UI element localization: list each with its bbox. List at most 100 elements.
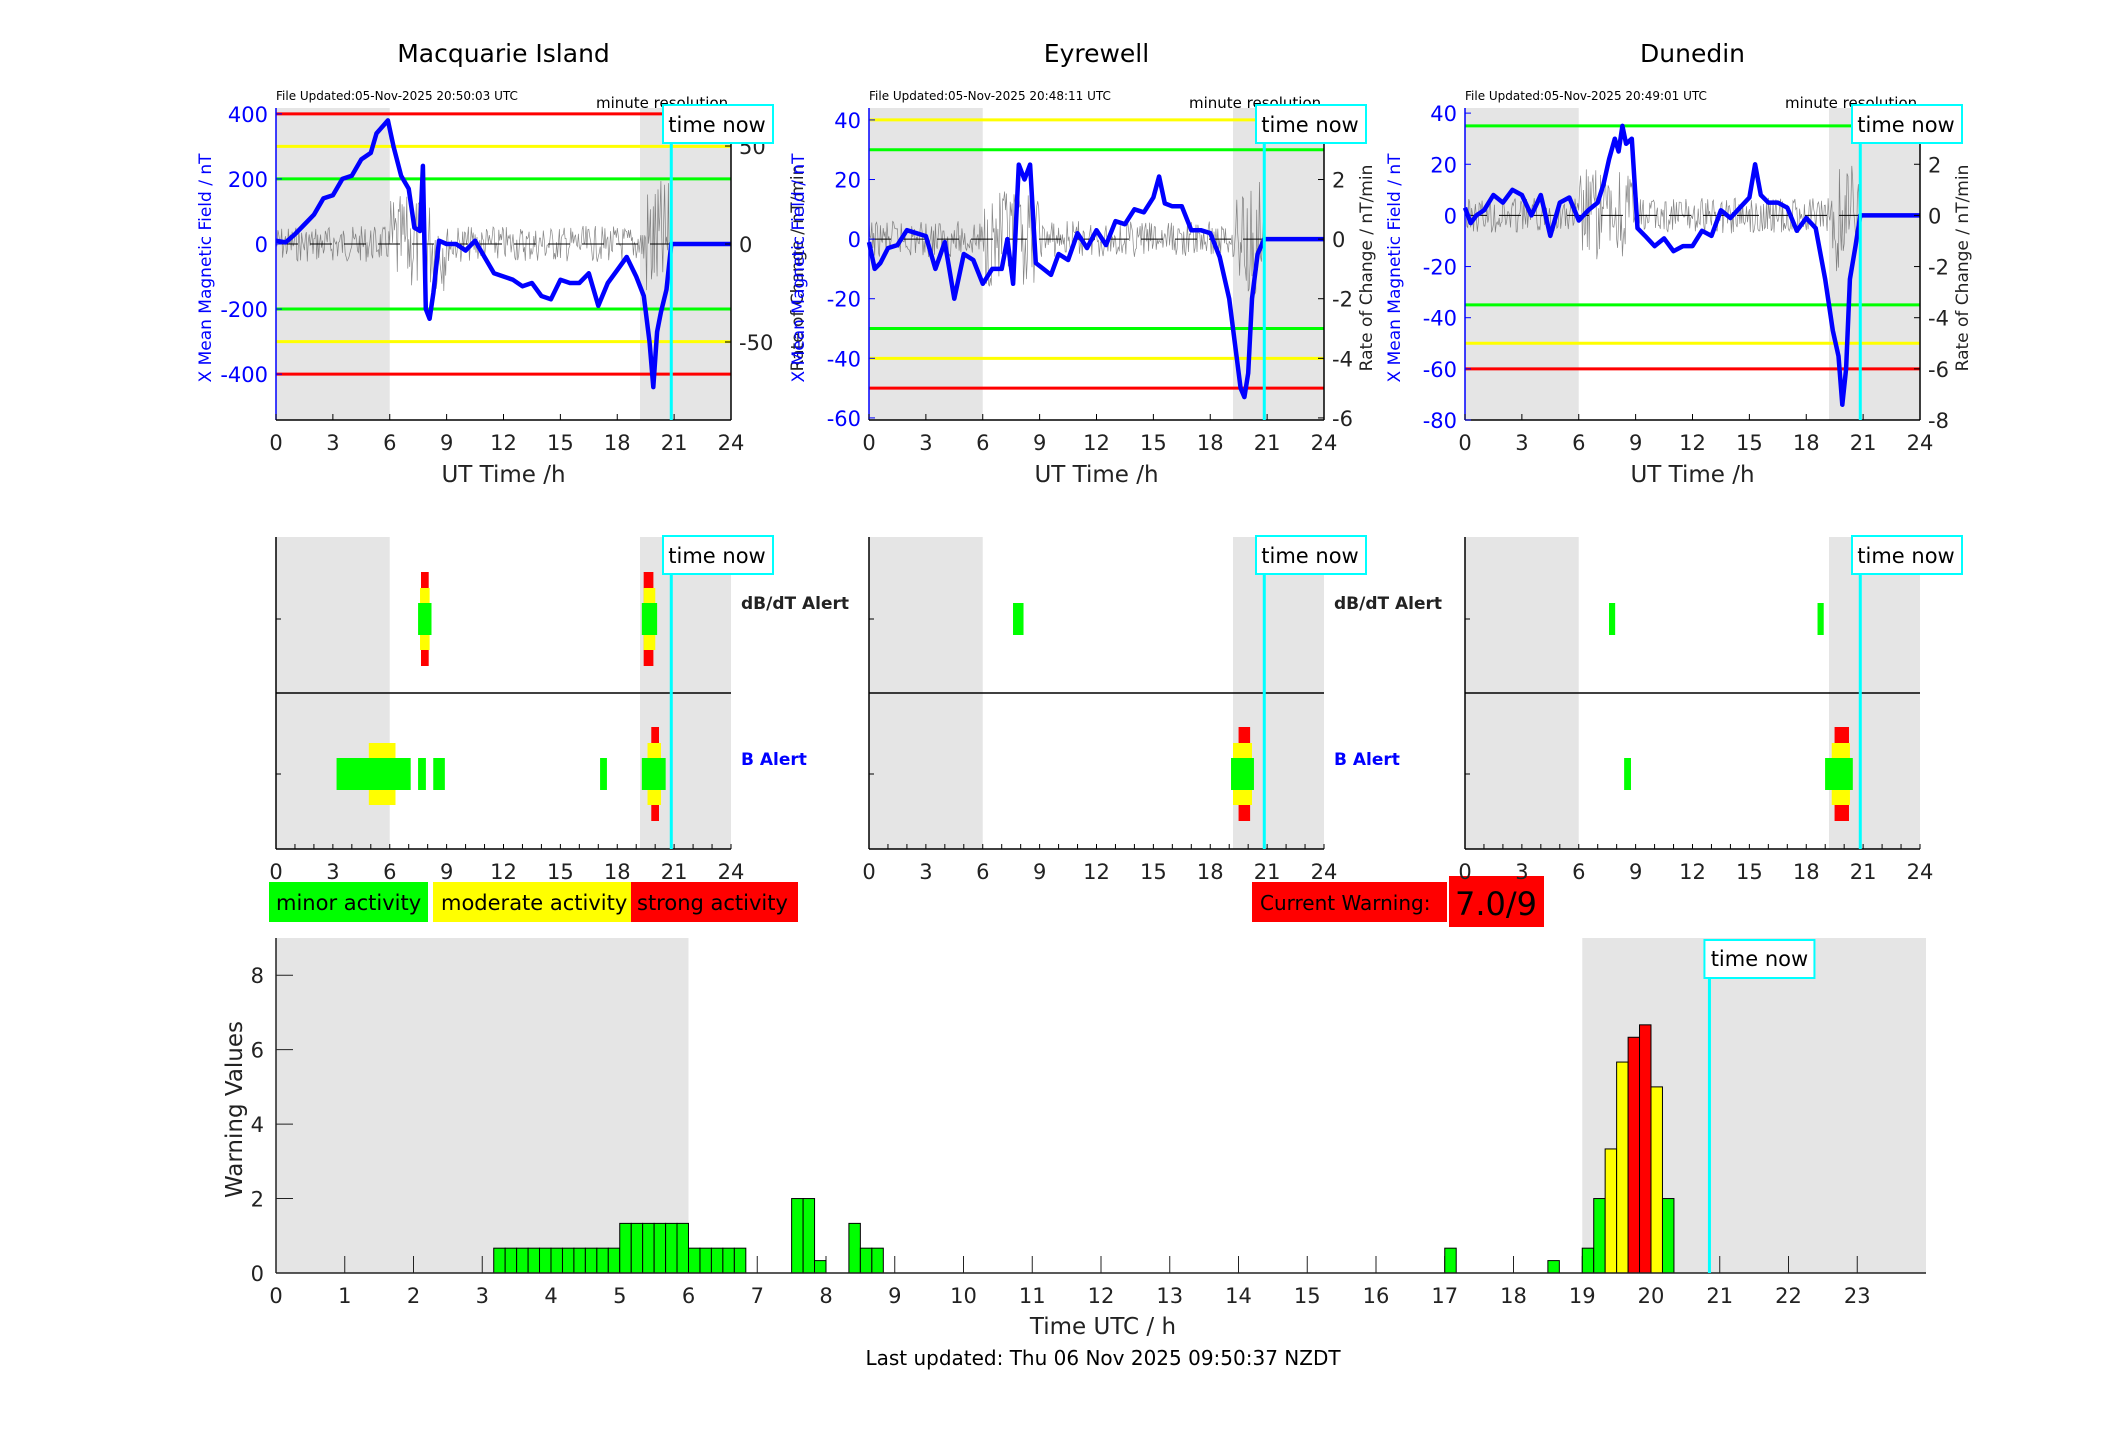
alert-bar-moderate — [1233, 790, 1252, 805]
y-axis-label: X Mean Magnetic Field / nT — [1385, 153, 1405, 383]
dbdt-alert-bar — [418, 603, 432, 635]
y-tick-label: -60 — [827, 407, 861, 431]
warning-bar — [733, 1247, 747, 1274]
x-tick-label: 11 — [1019, 1284, 1046, 1308]
b-alert-bar — [418, 758, 426, 790]
y-axis-label: Warning Values — [222, 1021, 248, 1198]
x-tick-label: 6 — [976, 431, 989, 455]
y-tick-label: 200 — [228, 168, 268, 192]
warning-bar — [802, 1198, 816, 1274]
y-tick-label: 6 — [251, 1039, 264, 1063]
legend-moderate-swatch — [433, 882, 631, 922]
time-now-box — [1703, 939, 1816, 979]
alert-bar-strong — [421, 572, 429, 588]
b-alert-bar — [641, 758, 666, 790]
y-tick-label: 0 — [1444, 204, 1457, 228]
x-tick-label: 7 — [751, 1284, 764, 1308]
night-shading — [276, 938, 689, 1273]
current-warning-label-box — [1252, 882, 1447, 922]
plot-title: Eyrewell — [1044, 39, 1149, 68]
x-tick-label: 14 — [1225, 1284, 1252, 1308]
alert-bar-strong — [421, 650, 429, 666]
x-axis-label: UT Time /h — [441, 462, 565, 488]
b-alert-bar — [1825, 758, 1853, 790]
warning-bar — [699, 1247, 712, 1274]
dbdt-alert-label: dB/dT Alert — [741, 594, 849, 614]
time-now-label: time now — [1857, 113, 1954, 137]
warning-bar — [710, 1247, 724, 1274]
x-tick-label: 9 — [1033, 860, 1046, 884]
magnetic-plot-macquarie-island: Macquarie Island File Updated:05-Nov-2025… — [196, 39, 808, 488]
warning-bar — [1616, 1061, 1629, 1274]
x-tick-label: 0 — [269, 860, 282, 884]
magnetic-field-line — [275, 118, 731, 390]
magnetic-plot-eyrewell: Eyrewell File Updated:05-Nov-2025 20:48:1… — [789, 39, 1377, 488]
file-updated: File Updated:05-Nov-2025 20:48:11 UTC — [869, 89, 1111, 103]
y2-axis-label: Rate of Change / nT/min — [1953, 165, 1973, 372]
time-now-box — [662, 104, 774, 144]
x-tick-label: 22 — [1775, 1284, 1802, 1308]
alert-bar-moderate — [420, 635, 430, 650]
night-shading — [869, 108, 983, 420]
alert-bar-strong — [1834, 727, 1849, 743]
x-tick-label: 0 — [862, 860, 875, 884]
time-now-box — [1851, 535, 1963, 575]
x-tick-label: 18 — [1793, 431, 1820, 455]
night-shading — [1465, 108, 1579, 420]
alert-bar-strong — [643, 650, 654, 666]
b-alert-bar — [1231, 758, 1254, 790]
dbdt-alert-bar — [1013, 603, 1024, 635]
x-tick-label: 17 — [1431, 1284, 1458, 1308]
legend: minor activity moderate activity strong … — [269, 882, 798, 922]
warning-bar — [504, 1247, 518, 1274]
y2-axis-label: Rate of Change / nT/min — [788, 165, 808, 372]
legend-strong-label: strong activity — [637, 891, 788, 915]
x-tick-label: 9 — [888, 1284, 901, 1308]
x-tick-label: 6 — [383, 431, 396, 455]
x-tick-label: 3 — [326, 431, 339, 455]
x-tick-label: 21 — [1254, 431, 1281, 455]
current-warning: Current Warning: 7.0/9 — [1252, 876, 1544, 927]
dbdt-alert-bar — [1609, 603, 1616, 635]
x-tick-label: 3 — [1515, 431, 1528, 455]
x-tick-label: 21 — [661, 431, 688, 455]
warning-bar — [871, 1247, 884, 1274]
current-warning-value: 7.0/9 — [1455, 885, 1537, 923]
warning-bar — [1650, 1086, 1663, 1274]
alert-timeline-eyrewell: 0 3 6 9 12 15 18 21 24 time now dB/dT Alert B Alert — [862, 535, 1442, 884]
warning-bar — [539, 1247, 552, 1274]
x-tick-label: 12 — [1088, 1284, 1115, 1308]
x-tick-label: 21 — [661, 860, 688, 884]
x-tick-label: 15 — [1736, 431, 1763, 455]
x-tick-label: 9 — [1629, 860, 1642, 884]
warning-bar — [1547, 1260, 1560, 1274]
y-tick-label: 0 — [255, 233, 268, 257]
warning-bar — [1661, 1198, 1675, 1274]
b-alert-label: B Alert — [1334, 750, 1400, 770]
time-now-label: time now — [1711, 947, 1808, 971]
warning-bar — [1627, 1036, 1641, 1274]
warning-bar — [493, 1247, 506, 1274]
x-tick-label: 4 — [544, 1284, 557, 1308]
alert-bar-strong — [651, 727, 659, 743]
alert-bar-strong — [1238, 727, 1251, 743]
alert-bar-moderate — [1831, 790, 1850, 805]
warning-bar — [619, 1222, 632, 1274]
night-shading — [276, 108, 390, 420]
y-axis-label: X Mean Magnetic Field / nT — [789, 153, 809, 383]
y2-tick-label: 0 — [739, 233, 752, 257]
alert-bar-moderate — [643, 588, 656, 603]
file-updated: File Updated:05-Nov-2025 20:50:03 UTC — [276, 89, 518, 103]
alert-bar-moderate — [1233, 743, 1252, 758]
y2-axis-label: Rate of Change / nT/min — [1357, 165, 1377, 372]
x-tick-label: 12 — [490, 431, 517, 455]
x-tick-label: 23 — [1844, 1284, 1871, 1308]
warning-bar — [607, 1247, 621, 1274]
x-tick-label: 0 — [269, 1284, 282, 1308]
alert-bar-strong — [1834, 805, 1849, 821]
y2-tick-label: -50 — [739, 331, 773, 355]
night-shading — [1829, 108, 1920, 420]
time-now-box — [662, 535, 774, 575]
warning-bar — [596, 1247, 609, 1274]
plot-title: Macquarie Island — [397, 39, 610, 68]
